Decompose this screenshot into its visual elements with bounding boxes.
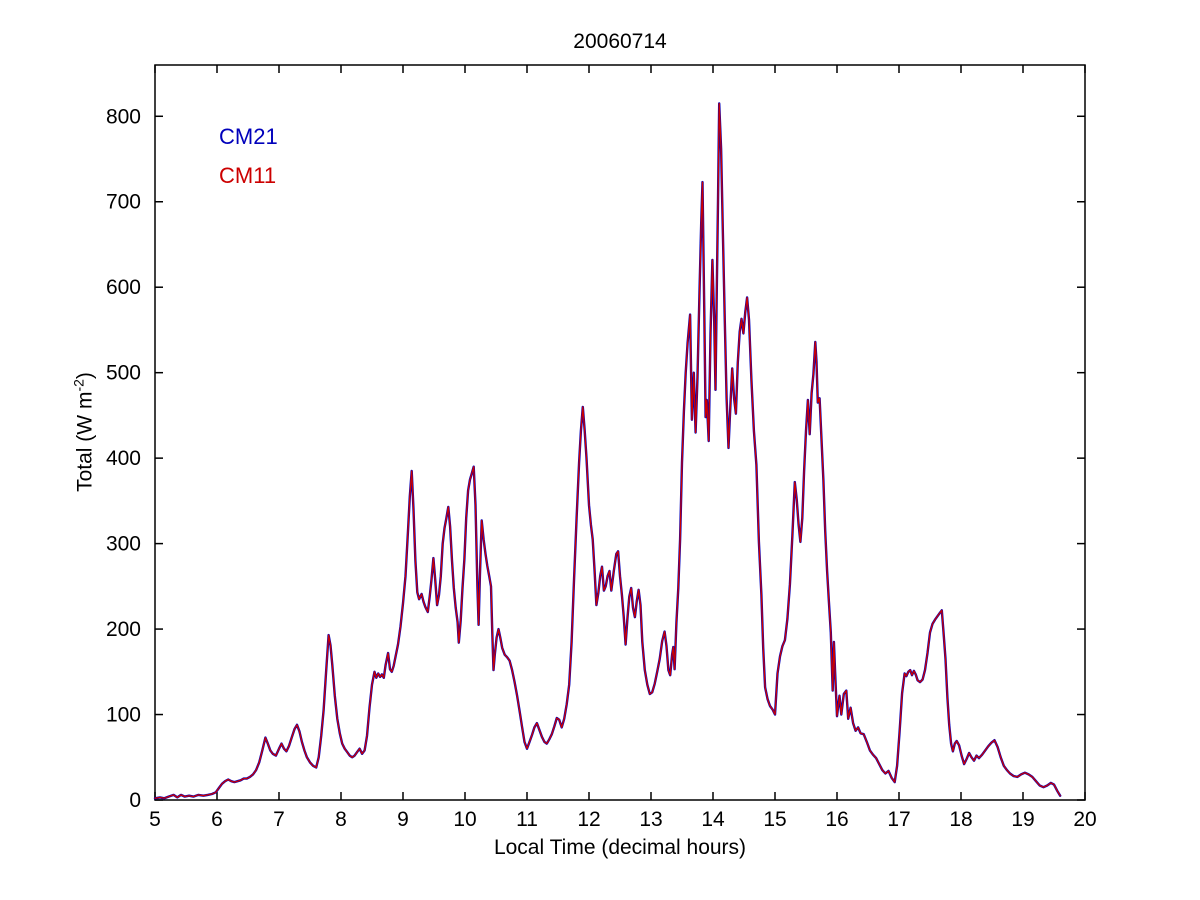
x-tick-label: 12 (577, 808, 600, 831)
legend-entry-cm21: CM21 (219, 124, 278, 149)
x-tick-label: 18 (949, 808, 972, 831)
y-tick-label: 800 (106, 105, 141, 128)
chart-title: 20060714 (573, 30, 667, 53)
y-tick-label: 0 (129, 789, 141, 812)
x-tick-label: 20 (1073, 808, 1096, 831)
x-tick-label: 11 (516, 808, 538, 831)
y-tick-label: 100 (106, 704, 141, 727)
x-tick-label: 6 (211, 808, 223, 831)
x-tick-label: 16 (825, 808, 848, 831)
x-tick-label: 7 (273, 808, 285, 831)
x-tick-label: 13 (639, 808, 662, 831)
x-tick-label: 15 (763, 808, 786, 831)
y-tick-label: 600 (106, 276, 141, 299)
x-tick-label: 14 (701, 808, 725, 831)
legend-entry-cm11: CM11 (219, 163, 277, 188)
x-tick-label: 10 (453, 808, 476, 831)
series-line-cm21 (153, 102, 1062, 800)
x-tick-label: 9 (397, 808, 409, 831)
x-tick-label: 17 (887, 808, 910, 831)
x-tick-label: 8 (335, 808, 347, 831)
x-tick-label: 19 (1011, 808, 1034, 831)
y-tick-label: 300 (106, 533, 141, 556)
y-tick-label: 500 (106, 362, 141, 385)
y-tick-label: 400 (106, 447, 141, 470)
plot-frame (154, 64, 1086, 801)
y-tick-label: 700 (106, 191, 141, 214)
series-line-cm11 (154, 102, 1061, 799)
x-tick-label: 5 (149, 808, 161, 831)
x-axis-label: Local Time (decimal hours) (493, 836, 747, 859)
y-tick-label: 200 (106, 618, 141, 641)
